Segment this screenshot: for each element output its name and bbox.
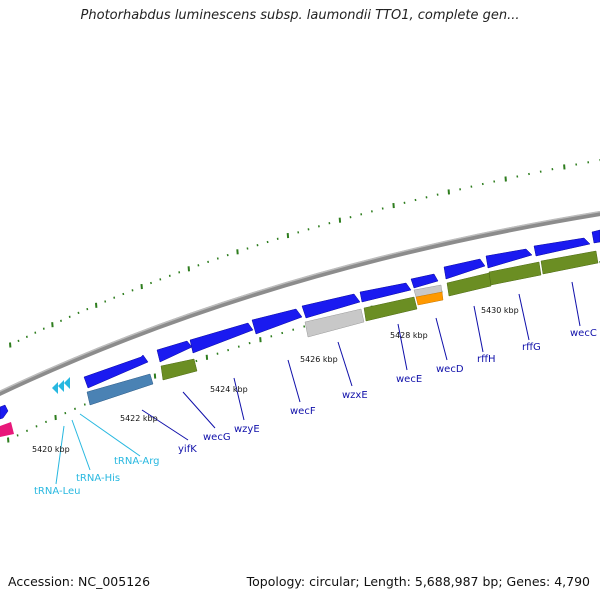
gene-label-yifK[interactable]: yifK [178, 444, 197, 455]
orange-feature[interactable] [415, 291, 444, 306]
gene-leader-lines [141, 281, 581, 441]
scale-label-5428: 5428 kbp [390, 331, 428, 340]
cds-feature[interactable] [443, 258, 486, 280]
gene-label-wecD[interactable]: wecD [436, 364, 464, 375]
gene-label-wecG[interactable]: wecG [203, 432, 231, 443]
scale-label-5420: 5420 kbp [32, 445, 70, 454]
reverse-strand-features [0, 250, 599, 437]
cds-feature[interactable] [251, 308, 303, 335]
cds-feature[interactable] [533, 237, 591, 257]
scale-label-5430: 5430 kbp [481, 306, 519, 315]
cds-feature[interactable] [410, 273, 439, 289]
cds-feature[interactable] [0, 404, 9, 420]
olive-feature[interactable] [363, 296, 418, 322]
cds-feature[interactable] [359, 282, 412, 303]
scale-label-5422: 5422 kbp [120, 414, 158, 423]
gene-label-rffH[interactable]: rffH [477, 354, 496, 365]
trna-feature[interactable] [64, 377, 70, 389]
olive-feature[interactable] [160, 358, 198, 381]
cds-feature[interactable] [591, 229, 600, 244]
gene-label-wzxE[interactable]: wzxE [342, 390, 368, 401]
gray-feature[interactable] [304, 308, 365, 338]
olive-feature[interactable] [540, 250, 599, 275]
scale-label-5424: 5424 kbp [210, 385, 248, 394]
trna-label-arg[interactable]: tRNA-Arg [114, 456, 159, 467]
trna-feature[interactable] [52, 382, 58, 394]
genome-stats-text: Topology: circular; Length: 5,688,987 bp… [246, 574, 590, 589]
olive-feature[interactable] [446, 272, 492, 297]
olive-feature[interactable] [488, 261, 542, 286]
cds-feature[interactable] [83, 354, 149, 389]
gene-label-wecC[interactable]: wecC [570, 328, 597, 339]
gene-label-rffG[interactable]: rffG [522, 342, 541, 353]
map-title: Photorhabdus luminescens subsp. laumondi… [80, 8, 520, 23]
cds-feature[interactable] [301, 293, 361, 319]
pink-feature[interactable] [0, 422, 14, 437]
steelblue-feature[interactable] [86, 373, 154, 406]
trna-label-his[interactable]: tRNA-His [76, 473, 120, 484]
cds-feature[interactable] [485, 248, 533, 269]
genome-backbone [0, 211, 600, 397]
cds-feature[interactable] [156, 340, 193, 363]
gene-label-wzyE[interactable]: wzyE [234, 424, 260, 435]
trna-leader-lines [55, 413, 141, 485]
trna-label-leu[interactable]: tRNA-Leu [34, 486, 80, 497]
forward-strand-features [0, 229, 600, 420]
cds-feature[interactable] [189, 322, 254, 354]
genome-backbone-highlight [0, 210, 600, 393]
trna-feature[interactable] [58, 380, 64, 392]
outer-tick-marks [9, 159, 600, 348]
gene-label-wecF[interactable]: wecF [290, 406, 316, 417]
accession-text: Accession: NC_005126 [8, 574, 151, 589]
gene-label-wecE[interactable]: wecE [396, 374, 422, 385]
scale-label-5426: 5426 kbp [300, 355, 338, 364]
trna-features [52, 377, 70, 394]
